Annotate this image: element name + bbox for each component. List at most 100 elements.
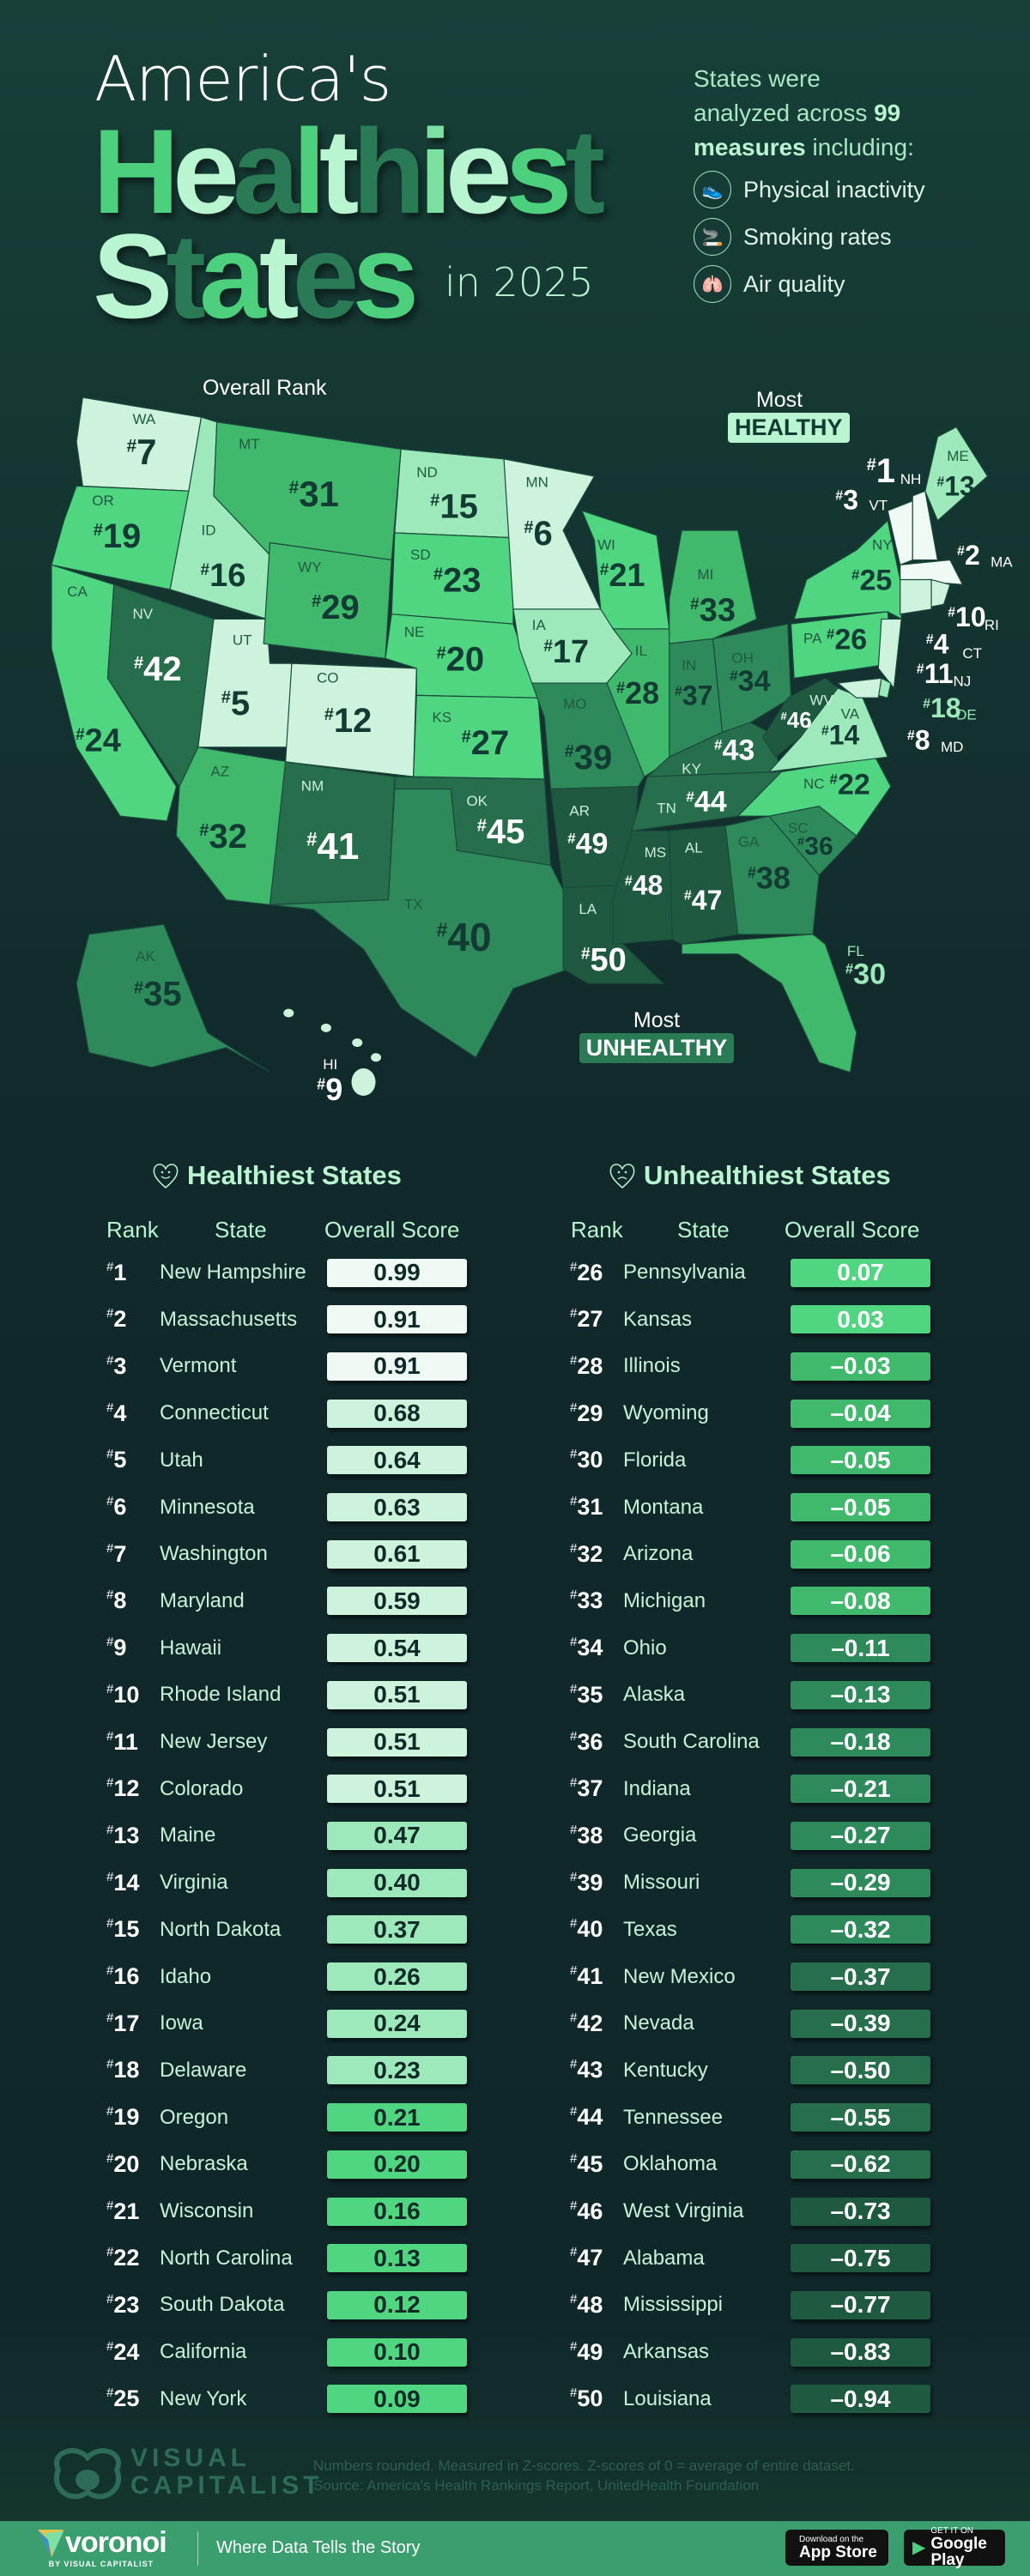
most-healthy-annotation: Most HEALTHY [728, 388, 850, 443]
vc-logo-icon [54, 2448, 121, 2500]
score-cell: 0.63 [327, 1493, 467, 1521]
footnote: Numbers rounded. Measured in Z-scores. Z… [313, 2456, 855, 2495]
state-cell: Delaware [160, 2058, 247, 2082]
state-rank-label: #9 [317, 1072, 342, 1107]
measure-physical-inactivity: 👟 Physical inactivity [694, 168, 925, 211]
state-rank-label: #17 [543, 634, 589, 670]
state-mn [503, 458, 602, 610]
intro-measures: measures [694, 134, 806, 160]
state-oh [712, 623, 792, 734]
brand-line2: CAPITALIST [130, 2471, 324, 2500]
state-hi [283, 1008, 294, 1018]
google-play-button[interactable]: ▶ GET IT ON Google Play [904, 2527, 1005, 2568]
state-cell: Minnesota [160, 1495, 255, 1519]
state-rank-label: #29 [312, 589, 360, 626]
state-rank-label: #35 [134, 976, 182, 1013]
rank-cell: 48 [570, 2292, 623, 2319]
state-rank-label: #43 [714, 734, 754, 766]
score-cell: 0.07 [791, 1258, 930, 1287]
state-cell: North Dakota [160, 1917, 282, 1941]
state-cell: New York [160, 2386, 247, 2410]
state-rank-label: #39 [565, 739, 613, 777]
store-small: GET IT ON [930, 2526, 974, 2536]
state-abbr-label: HI [323, 1056, 337, 1073]
title-letter: e [173, 104, 239, 239]
score-cell: –0.03 [791, 1351, 930, 1381]
rank-cell: 22 [106, 2245, 160, 2271]
state-rank-label: #23 [433, 562, 482, 600]
rank-cell: 2 [106, 1306, 160, 1333]
state-abbr-label: PA [803, 631, 822, 647]
state-cell: Kentucky [623, 2058, 708, 2082]
voronoi-logo[interactable]: voronoi BY VISUAL CAPITALIST [36, 2526, 167, 2568]
title-letter: a [232, 104, 300, 239]
state-abbr-label: NE [404, 624, 425, 640]
score-cell: –0.08 [791, 1587, 930, 1616]
state-rank-label: #1 [867, 452, 895, 490]
state-rank-label: #19 [94, 517, 142, 555]
state-cell: Georgia [623, 1823, 697, 1847]
state-rank-label: #18 [923, 692, 961, 723]
brand-line1: VISUAL [130, 2444, 251, 2472]
unhealthiest-title: Unhealthiest States [608, 1160, 891, 1191]
intro-line2: analyzed across 99 [694, 96, 900, 130]
score-cell: –0.27 [791, 1821, 930, 1850]
state-rank-label: #44 [686, 786, 726, 819]
col-state: State [677, 1217, 730, 1243]
state-cell: Indiana [623, 1776, 691, 1800]
state-rank-label: #12 [324, 702, 373, 740]
state-rank-label: #6 [524, 515, 552, 553]
state-abbr-label: MS [645, 844, 667, 861]
state-cell: Arkansas [623, 2340, 710, 2364]
state-ri [930, 578, 951, 608]
score-cell: –0.04 [791, 1399, 930, 1428]
state-abbr-label: WV [809, 692, 833, 708]
rank-cell: 13 [106, 1823, 160, 1849]
state-cell: Wyoming [623, 1401, 709, 1425]
state-abbr-label: KY [682, 761, 701, 777]
voronoi-wordmark: voronoi [65, 2526, 167, 2559]
state-cell: Connecticut [160, 1401, 269, 1425]
annotation-most: Most [755, 388, 803, 412]
score-cell: –0.39 [791, 2009, 930, 2038]
rank-cell: 26 [570, 1260, 623, 1286]
score-cell: –0.94 [791, 2385, 930, 2414]
state-cell: Oklahoma [623, 2152, 718, 2176]
rank-cell: 44 [570, 2104, 623, 2131]
score-cell: –0.05 [791, 1446, 930, 1475]
rank-cell: 34 [570, 1635, 623, 1661]
state-md [836, 677, 882, 698]
state-cell: Massachusetts [160, 1307, 298, 1331]
state-abbr-label: MO [563, 696, 586, 712]
state-abbr-label: VA [841, 705, 860, 722]
store-big: App Store [799, 2543, 877, 2561]
state-cell: Colorado [160, 1776, 244, 1800]
app-store-button[interactable]: Download on the App Store [785, 2530, 888, 2566]
score-cell: 0.12 [327, 2290, 467, 2319]
state-nc [736, 756, 892, 837]
score-cell: –0.06 [791, 1539, 930, 1569]
state-abbr-label: MD [941, 739, 963, 755]
play-icon: ▶ [912, 2538, 926, 2557]
measure-label: Smoking rates [743, 223, 892, 250]
state-rank-label: #20 [437, 640, 485, 678]
state-rank-label: #14 [821, 720, 860, 751]
state-rank-label: #40 [437, 915, 492, 959]
